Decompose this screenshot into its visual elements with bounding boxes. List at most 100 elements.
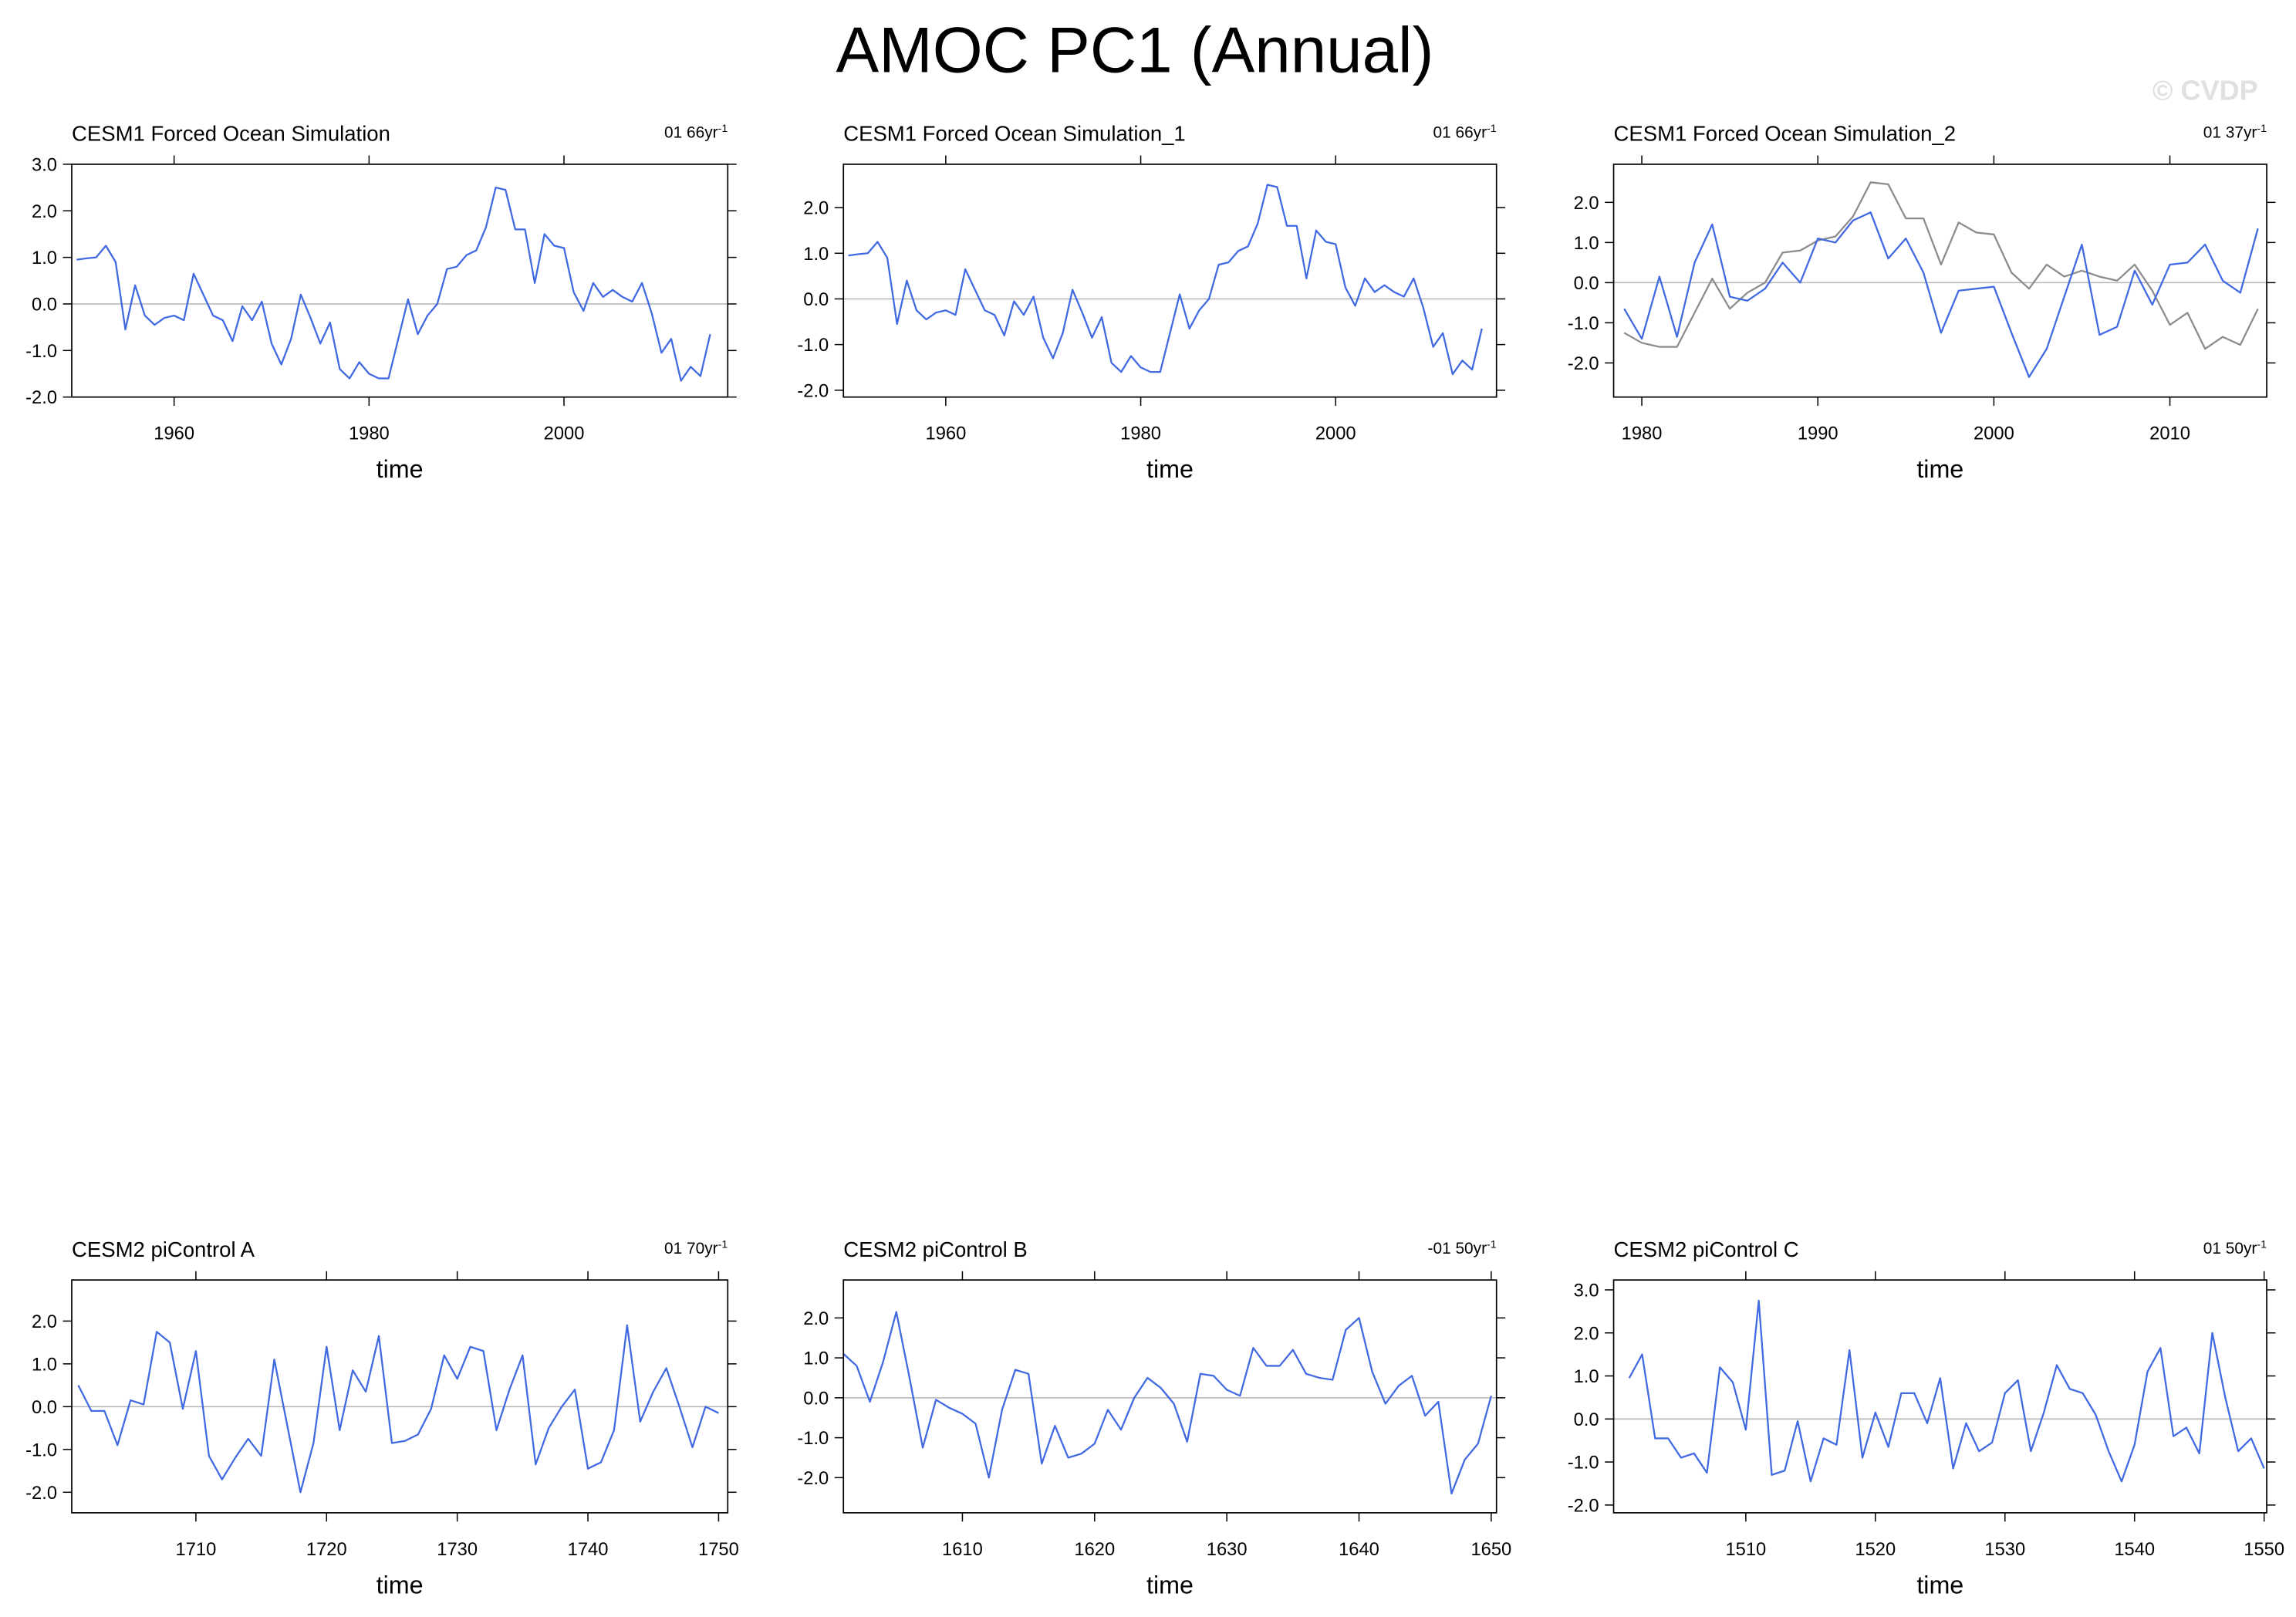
y-tick-label: 0.0	[1574, 274, 1599, 294]
y-tick-label: 0.0	[803, 290, 829, 310]
y-tick-label: -1.0	[797, 1429, 829, 1449]
x-tick-label: 1710	[176, 1540, 217, 1560]
trend-value: 01 50yr	[2203, 1240, 2257, 1257]
x-tick-label: 2010	[2149, 424, 2190, 444]
x-tick-label: 2000	[1974, 424, 2014, 444]
y-tick-label: 1.0	[803, 245, 829, 265]
trend-value: -01 50yr	[1428, 1240, 1487, 1257]
chart-title: CESM1 Forced Ocean Simulation_1	[843, 122, 1186, 146]
plot-frame	[842, 1279, 1497, 1514]
y-tick-label: -2.0	[1568, 1496, 1599, 1516]
x-tick-label: 1750	[698, 1540, 739, 1560]
x-tick-label: 1630	[1207, 1540, 1248, 1560]
plot-background	[843, 164, 1497, 397]
chart-title: CESM1 Forced Ocean Simulation	[72, 122, 390, 146]
trend-label: 01 50yr-1	[2203, 1238, 2267, 1257]
y-tick-label: -1.0	[25, 1440, 57, 1460]
plot-background	[1613, 1280, 2267, 1513]
x-tick-label: 1720	[306, 1540, 347, 1560]
x-axis-label: time	[376, 455, 424, 483]
series-line	[76, 186, 711, 382]
plot-frame	[1612, 1279, 2267, 1514]
y-tick-label: 0.0	[32, 1398, 57, 1418]
x-axis-label: time	[1146, 1571, 1194, 1598]
x-tick-label: 1520	[1855, 1540, 1896, 1560]
y-tick-label: 0.0	[32, 295, 57, 316]
y-tick-label: -2.0	[797, 381, 829, 401]
trend-value: 01 37yr	[2203, 124, 2257, 142]
trend-value: 01 66yr	[664, 124, 718, 142]
x-tick-label: 2000	[544, 424, 585, 444]
chart-title: CESM2 piControl C	[1614, 1237, 1799, 1261]
x-tick-label: 1540	[2114, 1540, 2155, 1560]
y-tick-label: -1.0	[1568, 314, 1599, 334]
y-tick-label: -1.0	[25, 342, 57, 362]
y-tick-label: 2.0	[1574, 1324, 1599, 1344]
trend-value: 01 66yr	[1433, 124, 1487, 142]
y-tick-label: 2.0	[1574, 194, 1599, 214]
y-tick-label: -1.0	[797, 336, 829, 356]
x-tick-label: 1990	[1798, 424, 1838, 444]
plot-frame	[842, 164, 1497, 398]
series-line	[1623, 181, 2259, 350]
trend-label: -01 50yr-1	[1428, 1238, 1497, 1257]
y-tick-label: 0.0	[1574, 1410, 1599, 1430]
y-tick-label: 3.0	[1574, 1281, 1599, 1301]
x-tick-label: 1740	[568, 1540, 609, 1560]
y-tick-label: 1.0	[32, 1355, 57, 1375]
plot-background	[843, 1280, 1497, 1513]
y-tick-label: 1.0	[1574, 234, 1599, 254]
plot-background	[1613, 164, 2267, 397]
chart-title: CESM1 Forced Ocean Simulation_2	[1614, 122, 1957, 146]
y-tick-label: -1.0	[1568, 1453, 1599, 1474]
x-tick-label: 1980	[1120, 424, 1161, 444]
plot-background	[72, 164, 728, 397]
y-tick-label: 2.0	[803, 1309, 829, 1329]
x-tick-label: 1730	[437, 1540, 478, 1560]
trend-exponent: -1	[1487, 1238, 1497, 1251]
x-tick-label: 1610	[942, 1540, 983, 1560]
x-tick-label: 1640	[1339, 1540, 1379, 1560]
watermark: © CVDP	[2152, 74, 2258, 106]
trend-label: 01 37yr-1	[2203, 123, 2267, 142]
x-axis-label: time	[1916, 455, 1963, 483]
plot-frame	[1612, 164, 2267, 398]
x-tick-label: 1960	[154, 424, 194, 444]
x-axis-label: time	[376, 1571, 424, 1598]
y-tick-label: 1.0	[1574, 1367, 1599, 1387]
trend-exponent: -1	[718, 1238, 728, 1251]
x-tick-label: 1620	[1074, 1540, 1115, 1560]
x-tick-label: 1650	[1470, 1540, 1511, 1560]
trend-exponent: -1	[1487, 123, 1497, 135]
series-line	[842, 1311, 1492, 1495]
x-axis-label: time	[1146, 455, 1194, 483]
plot-background	[72, 1280, 728, 1513]
trend-exponent: -1	[2257, 123, 2267, 135]
x-tick-label: 1530	[1984, 1540, 2025, 1560]
plot-frame	[71, 1279, 729, 1514]
y-tick-label: -2.0	[25, 1484, 57, 1504]
x-tick-label: 1550	[2244, 1540, 2284, 1560]
trend-exponent: -1	[718, 123, 728, 135]
y-tick-label: 3.0	[32, 155, 57, 175]
y-tick-label: -2.0	[1568, 354, 1599, 374]
y-tick-label: 2.0	[803, 199, 829, 219]
x-axis-label: time	[1916, 1571, 1963, 1598]
trend-label: 01 66yr-1	[1433, 123, 1496, 142]
y-tick-label: 0.0	[803, 1389, 829, 1409]
trend-label: 01 70yr-1	[664, 1238, 728, 1257]
chart-title: CESM2 piControl B	[843, 1237, 1028, 1261]
series-line	[848, 184, 1483, 376]
trend-label: 01 66yr-1	[664, 123, 728, 142]
y-tick-label: 1.0	[803, 1349, 829, 1369]
x-tick-label: 1980	[349, 424, 390, 444]
y-tick-label: -2.0	[25, 388, 57, 408]
plot-frame	[71, 164, 729, 398]
series-line	[1628, 1299, 2265, 1483]
series-line	[1623, 211, 2259, 378]
series-line	[77, 1324, 719, 1494]
trend-value: 01 70yr	[664, 1240, 718, 1257]
x-tick-label: 1980	[1622, 424, 1663, 444]
